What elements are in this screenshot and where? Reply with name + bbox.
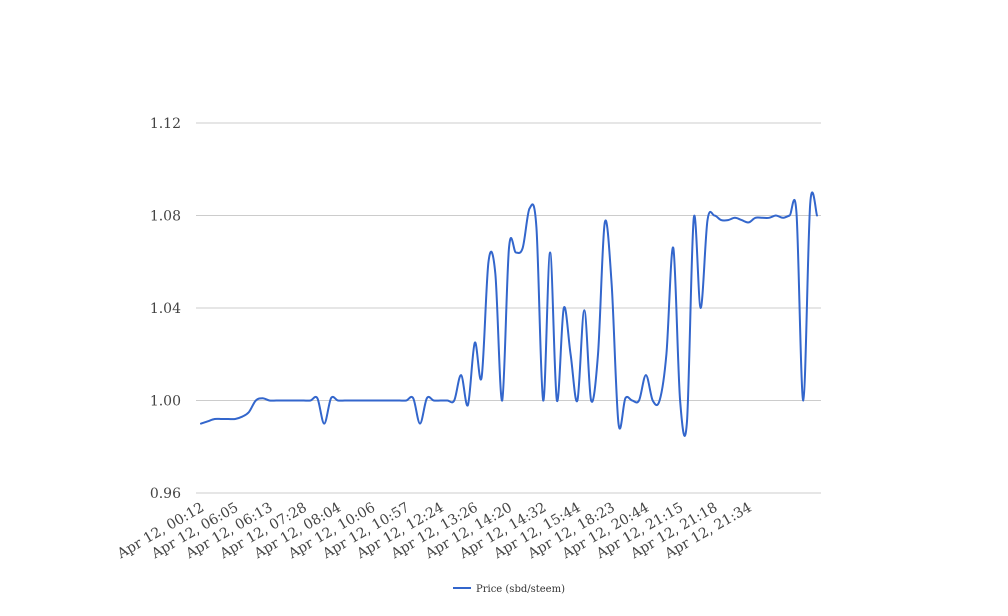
y-tick-label: 1.00: [150, 394, 181, 410]
legend: Price (sbd/steem): [453, 584, 565, 595]
legend-label: Price (sbd/steem): [476, 584, 565, 595]
y-tick-label: 1.12: [150, 116, 181, 132]
y-tick-label: 0.96: [150, 486, 181, 502]
y-axis: 0.96 1.00 1.04 1.08 1.12: [150, 116, 181, 502]
y-tick-label: 1.08: [150, 209, 181, 225]
gridlines: [196, 122, 821, 494]
series-line-price: [200, 191, 818, 437]
series-layer: [200, 191, 818, 437]
y-tick-label: 1.04: [150, 301, 181, 317]
